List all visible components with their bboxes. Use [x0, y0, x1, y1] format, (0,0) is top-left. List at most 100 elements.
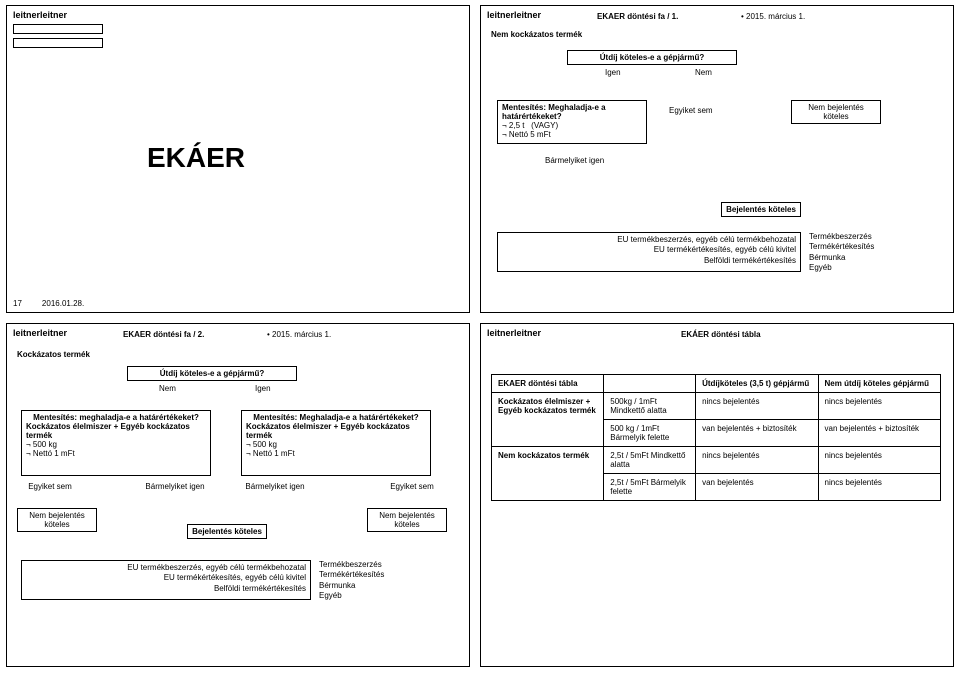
r2c: van bejelentés + biztosíték [818, 420, 940, 447]
p3-cat1: Termékbeszerzés [319, 560, 384, 570]
p2-q1: Útdíj köteles-e a gépjármű? [567, 50, 737, 65]
logo-p4: leitnerleitner [487, 328, 541, 338]
table-row: Nem kockázatos termék 2,5t / 5mFt Mindke… [492, 447, 941, 474]
th-empty [604, 375, 696, 393]
logo-bold-p3: leitner [40, 328, 67, 338]
panel-3: leitnerleitner EKAER döntési fa / 2. 201… [6, 323, 470, 667]
p3-req-list: EU termékbeszerzés, egyéb célú termékbeh… [21, 560, 311, 600]
p3-anyyes-l: Bármelyiket igen [145, 482, 205, 491]
logo-light: leitner [13, 10, 40, 20]
p3-req-l3: Belföldi termékértékesítés [26, 584, 306, 594]
page: leitnerleitner EKÁER 17 2016.01.28. leit… [0, 0, 960, 677]
logo-light-p2: leitner [487, 10, 514, 20]
r4c: nincs bejelentés [818, 474, 940, 501]
p2-required: Bejelentés köteles [721, 202, 801, 217]
panel-1: leitnerleitner EKÁER 17 2016.01.28. [6, 5, 470, 313]
r1b: nincs bejelentés [696, 393, 818, 420]
q2-box: Mentesítés: Meghaladja-e a határértékeke… [497, 100, 647, 144]
r1c: nincs bejelentés [818, 393, 940, 420]
p3-title: EKAER döntési fa / 2. [123, 330, 204, 339]
req-l2: EU termékértékesítés, egyéb célú kivitel [502, 245, 796, 255]
p3-left-a: 500 kg [26, 440, 206, 449]
th-caption: EKAER döntési tábla [492, 375, 604, 393]
footer: 17 2016.01.28. [13, 299, 84, 308]
r4b: van bejelentés [696, 474, 818, 501]
logo: leitnerleitner [13, 10, 67, 20]
r1c1: Kockázatos élelmiszer + Egyéb kockázatos… [492, 393, 604, 447]
p4-title: EKÁER döntési tábla [681, 330, 761, 339]
p3-cat3: Bérmunka [319, 581, 384, 591]
p3-anyyes-r: Bármelyiket igen [245, 482, 305, 491]
logo-bold-p4: leitner [514, 328, 541, 338]
p3-leftbox: Mentesítés: meghaladja-e a határértékeke… [21, 410, 211, 476]
table-header-row: EKAER döntési tábla Útdíjköteles (3,5 t)… [492, 375, 941, 393]
logo-bold: leitner [40, 10, 67, 20]
p3-cat2: Termékértékesítés [319, 570, 384, 580]
p3-cat4: Egyéb [319, 591, 384, 601]
r3c: nincs bejelentés [818, 447, 940, 474]
p3-neither-l: Egyiket sem [25, 482, 75, 491]
req-l3: Belföldi termékértékesítés [502, 256, 796, 266]
decision-table: EKAER döntési tábla Útdíjköteles (3,5 t)… [491, 374, 941, 501]
cat4: Egyéb [809, 263, 874, 273]
panel-4: leitnerleitner EKÁER döntési tábla EKAER… [480, 323, 954, 667]
p2-neither: Egyiket sem [669, 106, 713, 115]
empty-box-2 [13, 38, 103, 48]
p2-q1-no: Nem [695, 68, 712, 77]
cat1: Termékbeszerzés [809, 232, 874, 242]
p3-left-b: Nettó 1 mFt [26, 449, 206, 458]
panel-2: leitnerleitner EKAER döntési fa / 1. 201… [480, 5, 954, 313]
r1a: 500kg / 1mFt Mindkettő alatta [604, 393, 696, 420]
q2-b: Nettó 5 mFt [502, 130, 642, 139]
r3b: nincs bejelentés [696, 447, 818, 474]
q2-or: (VAGY) [531, 121, 558, 130]
p2-q1-yes: Igen [605, 68, 621, 77]
th-col2: Útdíjköteles (3,5 t) gépjármű [696, 375, 818, 393]
th-col3: Nem útdíj köteles gépjármű [818, 375, 940, 393]
p3-left-sub: Kockázatos élelmiszer + Egyéb kockázatos… [26, 422, 206, 440]
r2a: 500 kg / 1mFt Bármelyik felette [604, 420, 696, 447]
p3-left-t: Mentesítés: meghaladja-e a határértékeke… [26, 413, 206, 422]
p2-subtitle: Nem kockázatos termék [491, 30, 582, 39]
p3-right-b: Nettó 1 mFt [246, 449, 426, 458]
p3-right-a: 500 kg [246, 440, 426, 449]
logo-p2: leitnerleitner [487, 10, 541, 20]
logo-bold-p2: leitner [514, 10, 541, 20]
r3a: 2,5t / 5mFt Mindkettő alatta [604, 447, 696, 474]
p3-right-sub: Kockázatos élelmiszer + Egyéb kockázatos… [246, 422, 426, 440]
p2-notreq: Nem bejelentés köteles [791, 100, 881, 124]
req-l1: EU termékbeszerzés, egyéb célú termékbeh… [502, 235, 796, 245]
footer-page: 17 [13, 299, 22, 308]
p3-cats: Termékbeszerzés Termékértékesítés Bérmun… [319, 560, 384, 602]
p3-rightbox: Mentesítés: Meghaladja-e a határértékeke… [241, 410, 431, 476]
p3-notreq-r: Nem bejelentés köteles [367, 508, 447, 532]
p3-right-t: Mentesítés: Meghaladja-e a határértékeke… [246, 413, 426, 422]
footer-date: 2016.01.28. [42, 299, 84, 308]
cat2: Termékértékesítés [809, 242, 874, 252]
table-row: Kockázatos élelmiszer + Egyéb kockázatos… [492, 393, 941, 420]
p3-q1-no: Nem [159, 384, 176, 393]
empty-box-1 [13, 24, 103, 34]
p2-anyyes: Bármelyiket igen [545, 156, 604, 165]
p3-date: 2015. március 1. [267, 330, 331, 339]
r4a: 2,5t / 5mFt Bármelyik felette [604, 474, 696, 501]
p2-cats: Termékbeszerzés Termékértékesítés Bérmun… [809, 232, 874, 274]
p3-q1-yes: Igen [255, 384, 271, 393]
p3-notreq-l: Nem bejelentés köteles [17, 508, 97, 532]
q2-a: 2,5 t [502, 121, 524, 130]
logo-light-p4: leitner [487, 328, 514, 338]
p3-req-l2: EU termékértékesítés, egyéb célú kivitel [26, 573, 306, 583]
r3c1: Nem kockázatos termék [492, 447, 604, 501]
p2-date: 2015. március 1. [741, 12, 805, 21]
p3-neither-r: Egyiket sem [387, 482, 437, 491]
ekaer-title: EKÁER [147, 142, 245, 174]
cat3: Bérmunka [809, 253, 874, 263]
r2b: van bejelentés + biztosíték [696, 420, 818, 447]
q2-title: Mentesítés: Meghaladja-e a határértékeke… [502, 103, 642, 121]
p3-required: Bejelentés köteles [187, 524, 267, 539]
p2-req-list: EU termékbeszerzés, egyéb célú termékbeh… [497, 232, 801, 272]
p2-title: EKAER döntési fa / 1. [597, 12, 678, 21]
p3-subtitle: Kockázatos termék [17, 350, 90, 359]
p3-req-l1: EU termékbeszerzés, egyéb célú termékbeh… [26, 563, 306, 573]
logo-light-p3: leitner [13, 328, 40, 338]
